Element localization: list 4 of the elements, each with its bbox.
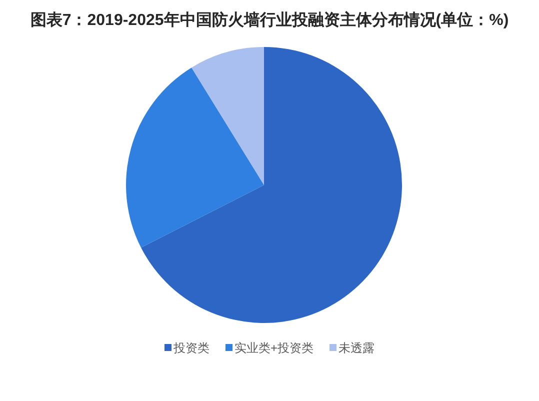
legend-label: 未透露 bbox=[338, 341, 375, 355]
legend-label: 实业类+投资类 bbox=[234, 341, 314, 355]
legend-label: 投资类 bbox=[172, 341, 210, 355]
title: 图表7：2019-2025年中国防火墙行业投融资主体分布情况(单位：%) bbox=[30, 12, 509, 29]
